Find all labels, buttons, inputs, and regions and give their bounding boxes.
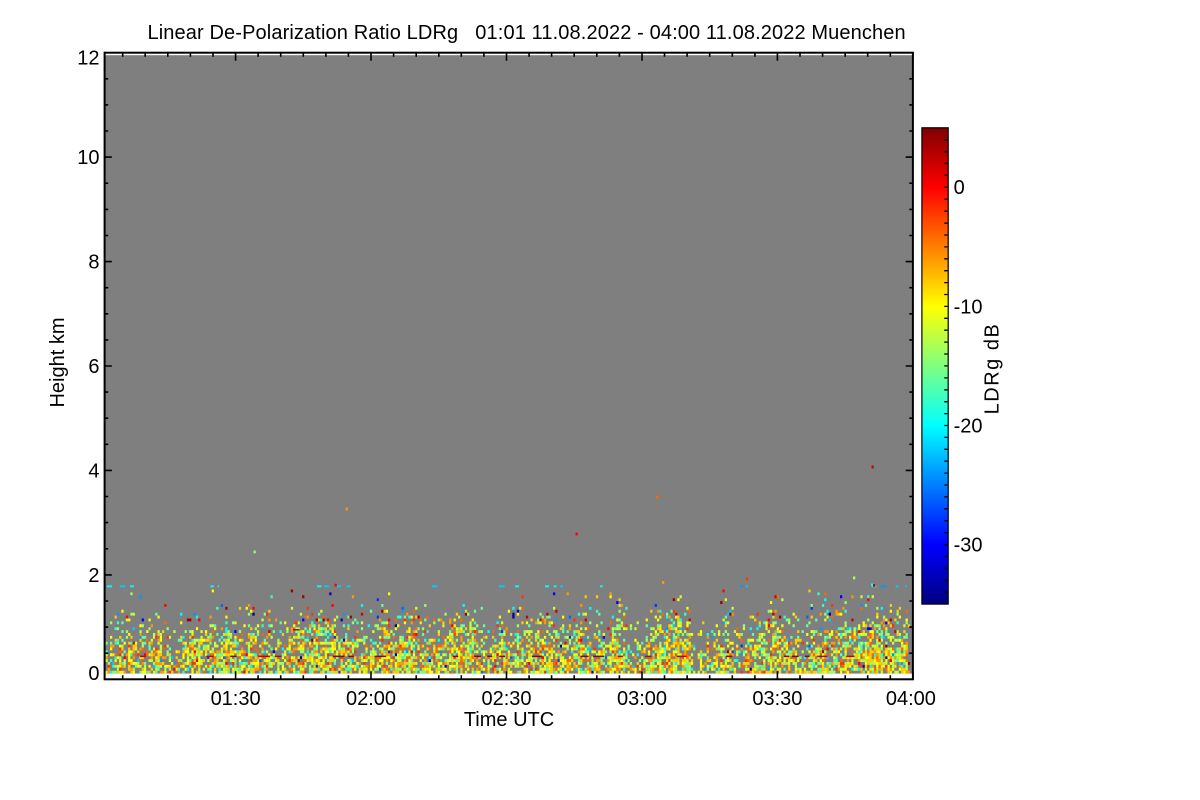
svg-text:02:30: 02:30 [481,688,531,710]
svg-text:04:00: 04:00 [886,688,936,710]
svg-text:0: 0 [88,663,99,685]
svg-text:6: 6 [88,356,99,378]
svg-text:4: 4 [88,460,99,482]
svg-text:8: 8 [88,252,99,274]
svg-text:Height km: Height km [47,317,69,407]
svg-text:03:00: 03:00 [617,688,667,710]
svg-text:01:30: 01:30 [211,688,261,710]
svg-text:03:30: 03:30 [752,688,802,710]
svg-text:Time UTC: Time UTC [464,709,554,731]
svg-text:Linear De-Polarization Ratio L: Linear De-Polarization Ratio LDRg 01:01 … [148,22,906,44]
svg-text:-10: -10 [954,296,983,318]
svg-text:02:00: 02:00 [346,688,396,710]
svg-text:-20: -20 [954,415,983,437]
svg-text:0: 0 [954,177,965,199]
svg-text:LDRg dB: LDRg dB [982,323,1004,415]
svg-text:10: 10 [77,147,99,169]
svg-text:12: 12 [77,48,99,70]
svg-text:-30: -30 [954,535,983,557]
svg-text:2: 2 [88,565,99,587]
